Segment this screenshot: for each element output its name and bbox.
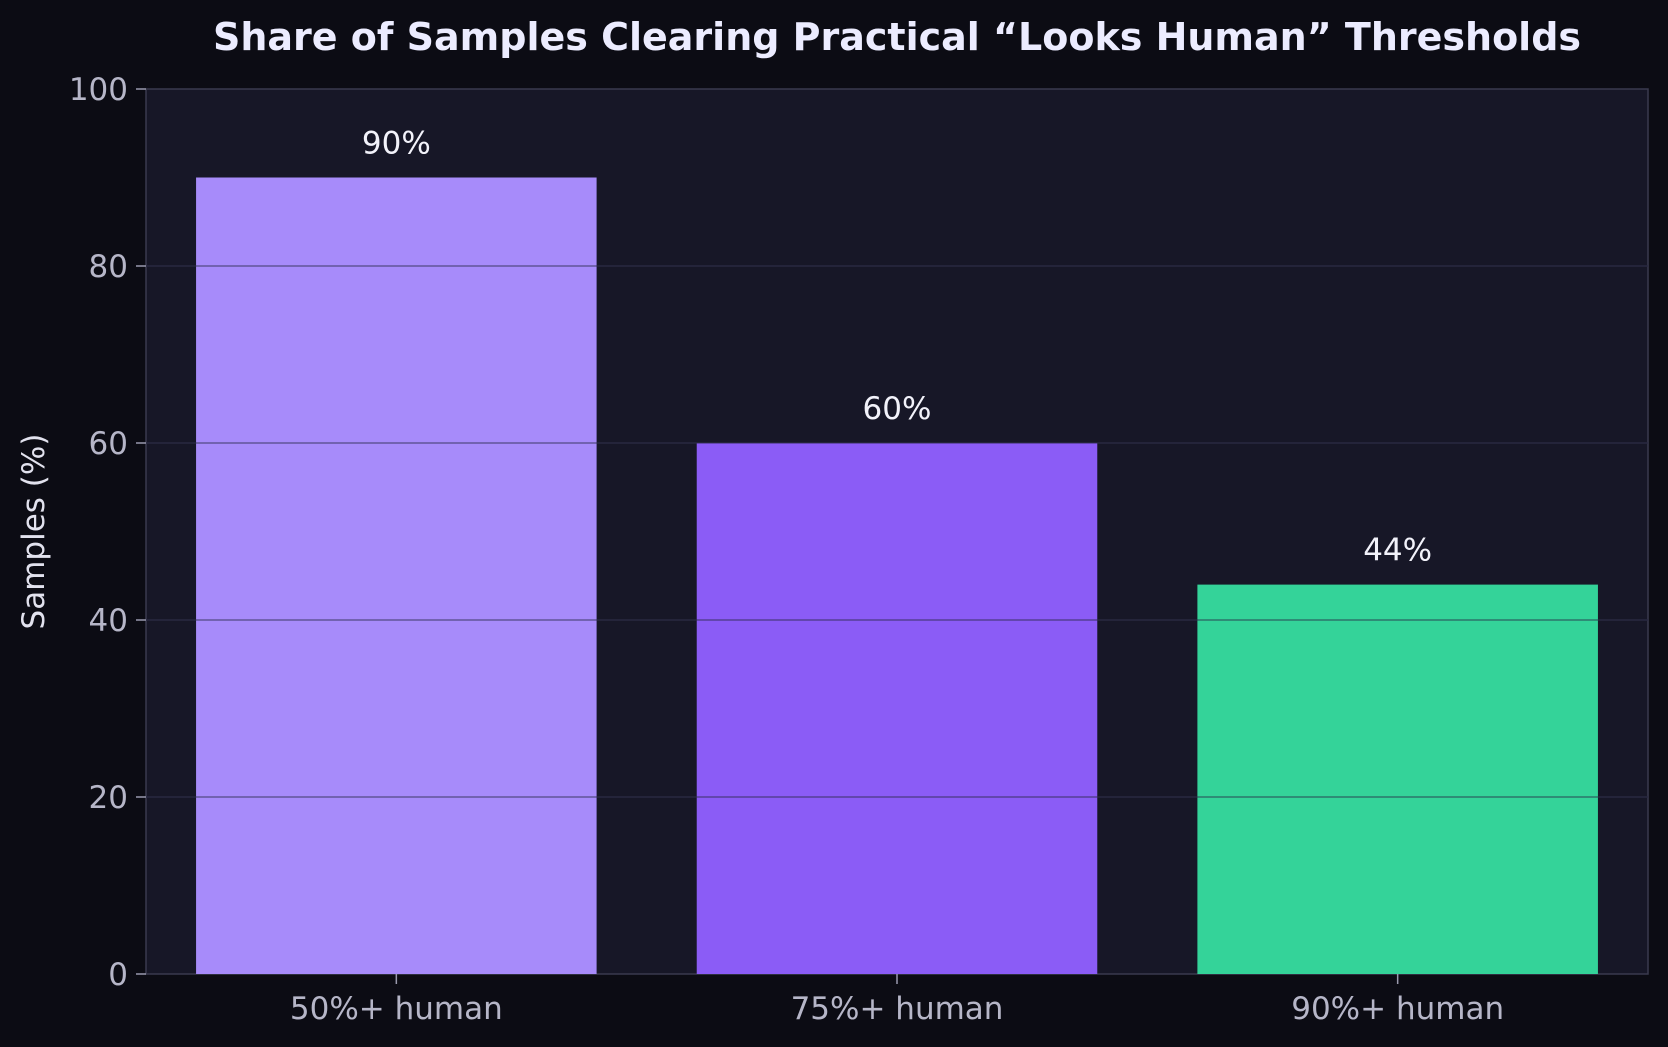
- bar-2: [696, 443, 1098, 974]
- chart-title: Share of Samples Clearing Practical “Loo…: [213, 15, 1581, 59]
- y-tick-label-60: 60: [89, 426, 128, 462]
- data-label-3: 44%: [1363, 533, 1432, 569]
- x-tick-label-2: 75%+ human: [791, 991, 1004, 1027]
- y-tick-label-40: 40: [89, 603, 128, 639]
- x-tick-label-3: 90%+ human: [1291, 991, 1504, 1027]
- data-labels: 90% 60% 44%: [362, 126, 1432, 569]
- y-tick-label-80: 80: [89, 249, 128, 285]
- bars: [196, 177, 1598, 974]
- bar-3: [1197, 584, 1598, 974]
- y-tick-label-0: 0: [108, 957, 128, 993]
- grid-overlay: [146, 265, 1648, 798]
- data-label-2: 60%: [863, 391, 932, 427]
- y-tick-label-100: 100: [69, 72, 128, 108]
- data-label-1: 90%: [362, 126, 431, 162]
- y-tick-label-20: 20: [89, 780, 128, 816]
- axes: 0 20 40 60 80 100 50%+ human 75%+ human 90%+ hum…: [69, 72, 1504, 1027]
- bar-1: [196, 177, 597, 974]
- y-axis-label: Samples (%): [16, 434, 52, 630]
- x-tick-label-1: 50%+ human: [290, 991, 503, 1027]
